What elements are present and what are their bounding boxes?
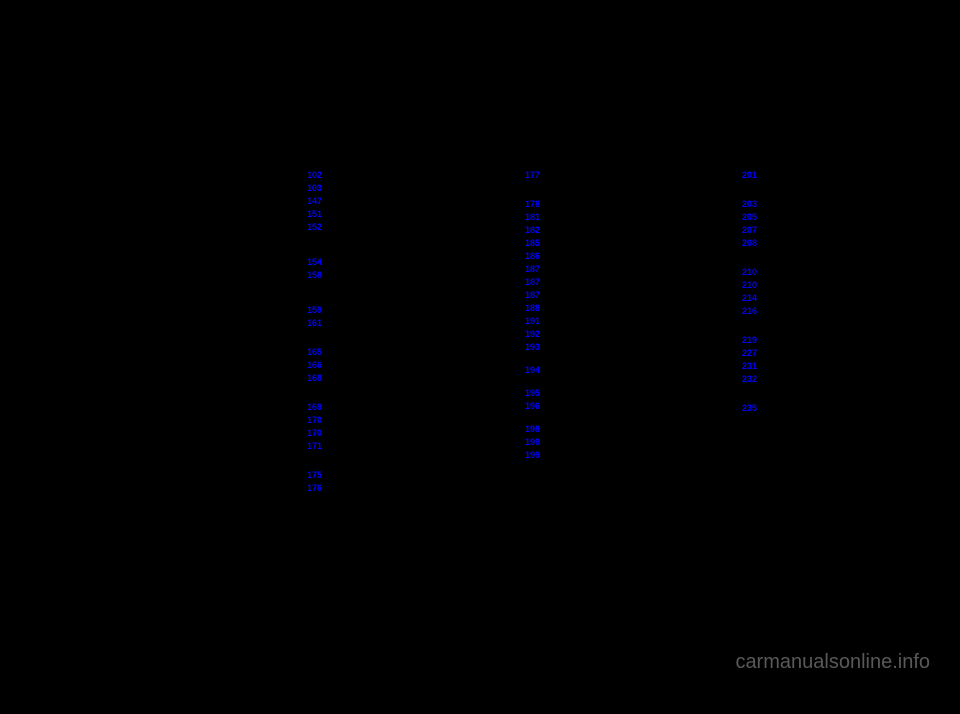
page-link[interactable]: 199 [525, 450, 553, 461]
spacer [307, 454, 335, 468]
page-link[interactable]: 159 [307, 305, 335, 316]
page-link[interactable]: 227 [742, 348, 770, 359]
page-link[interactable]: 170 [307, 415, 335, 426]
page-link[interactable]: 176 [307, 483, 335, 494]
page-link[interactable]: 165 [307, 347, 335, 358]
page-link[interactable]: 171 [307, 441, 335, 452]
page-link[interactable]: 195 [525, 388, 553, 399]
page-link[interactable]: 203 [742, 199, 770, 210]
page-link[interactable]: 208 [742, 238, 770, 249]
spacer [525, 355, 553, 363]
page-link[interactable]: 102 [307, 170, 335, 181]
page-link[interactable]: 219 [742, 335, 770, 346]
page-link[interactable]: 186 [525, 251, 553, 262]
page-link[interactable]: 177 [525, 170, 553, 181]
page-link[interactable]: 158 [307, 270, 335, 281]
page-link[interactable]: 185 [525, 238, 553, 249]
spacer [742, 183, 770, 197]
page-link[interactable]: 192 [525, 329, 553, 340]
page-link[interactable]: 151 [307, 209, 335, 220]
page-link[interactable]: 166 [307, 360, 335, 371]
page-link[interactable]: 205 [742, 212, 770, 223]
spacer [742, 251, 770, 265]
spacer [742, 387, 770, 401]
spacer [525, 414, 553, 422]
page-link[interactable]: 193 [525, 342, 553, 353]
page-link[interactable]: 187 [525, 290, 553, 301]
spacer [307, 283, 335, 303]
page-link[interactable]: 168 [307, 373, 335, 384]
page-link[interactable]: 232 [742, 374, 770, 385]
column-2: 177 178 181 182 185 186 187 187 187 188 … [525, 170, 553, 461]
page-link[interactable]: 187 [525, 277, 553, 288]
page-link[interactable]: 170 [307, 428, 335, 439]
page-link[interactable]: 196 [525, 401, 553, 412]
page-link[interactable]: 231 [742, 361, 770, 372]
page-link[interactable]: 207 [742, 225, 770, 236]
page-link[interactable]: 191 [525, 316, 553, 327]
page-link[interactable]: 154 [307, 257, 335, 268]
column-1: 102 103 147 151 152 154 158 159 161 165 … [307, 170, 335, 494]
page-link[interactable]: 216 [742, 306, 770, 317]
spacer [307, 386, 335, 400]
page-link[interactable]: 103 [307, 183, 335, 194]
page-link[interactable]: 198 [525, 424, 553, 435]
page-link[interactable]: 194 [525, 365, 553, 376]
spacer [525, 378, 553, 386]
column-3: 201 203 205 207 208 210 210 214 216 219 … [742, 170, 770, 414]
page-link[interactable]: 181 [525, 212, 553, 223]
page-link[interactable]: 210 [742, 280, 770, 291]
page-link[interactable]: 169 [307, 402, 335, 413]
page-link[interactable]: 161 [307, 318, 335, 329]
page-link[interactable]: 188 [525, 303, 553, 314]
spacer [525, 183, 553, 197]
page-link[interactable]: 210 [742, 267, 770, 278]
page-link[interactable]: 199 [525, 437, 553, 448]
page-link[interactable]: 178 [525, 199, 553, 210]
page-link[interactable]: 201 [742, 170, 770, 181]
page-link[interactable]: 214 [742, 293, 770, 304]
page-link[interactable]: 187 [525, 264, 553, 275]
page-link[interactable]: 175 [307, 470, 335, 481]
page-link[interactable]: 235 [742, 403, 770, 414]
page-link[interactable]: 182 [525, 225, 553, 236]
spacer [307, 235, 335, 255]
page-link[interactable]: 147 [307, 196, 335, 207]
footer-watermark: carmanualsonline.info [735, 651, 930, 674]
spacer [742, 319, 770, 333]
page-link[interactable]: 152 [307, 222, 335, 233]
spacer [307, 331, 335, 345]
